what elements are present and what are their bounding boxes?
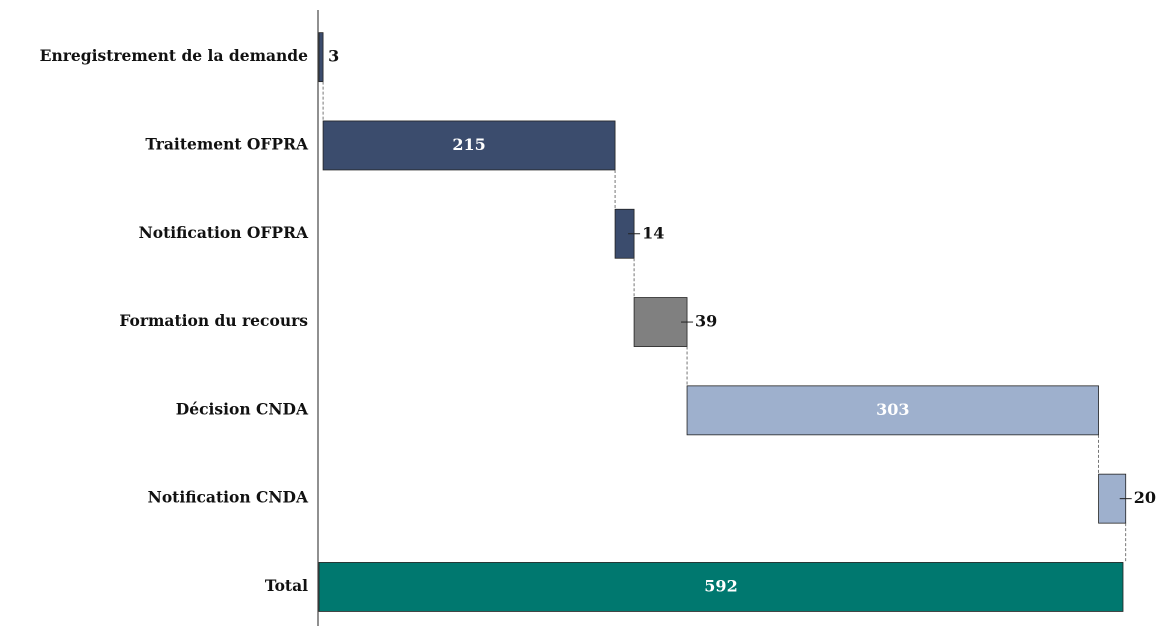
category-label: Enregistrement de la demande [40,46,309,65]
category-label: Notification OFPRA [139,223,309,242]
value-label: 3 [328,47,339,66]
category-label: Total [265,576,308,595]
category-label: Traitement OFPRA [145,134,309,153]
category-label: Décision CNDA [176,399,309,418]
category-label: Formation du recours [119,311,308,330]
bar [318,562,1124,612]
value-label: 592 [704,576,737,595]
value-label: 14 [642,223,664,242]
value-label: 303 [876,400,909,419]
bar [686,385,1099,436]
bar [318,32,324,83]
bar [322,120,616,171]
value-label: 39 [695,312,717,331]
bar [633,297,688,347]
value-label: 215 [452,135,485,154]
category-label: Notification CNDA [148,488,309,507]
value-label: 20 [1134,488,1156,507]
